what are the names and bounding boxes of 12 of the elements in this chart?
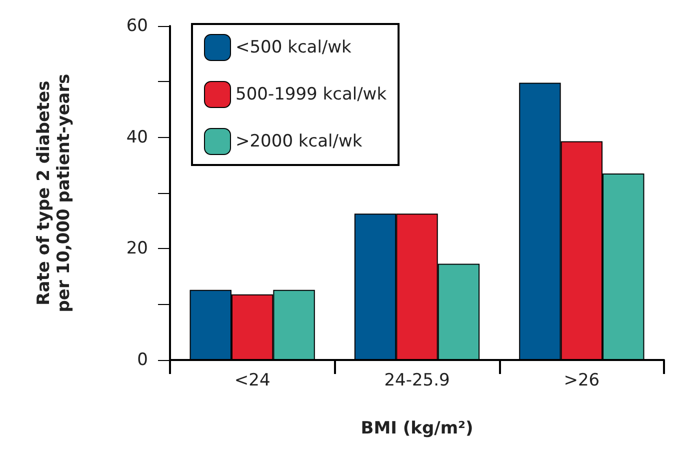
x-tick-label: >26 [564,370,600,390]
legend-label: >2000 kcal/wk [236,132,362,152]
legend-label: <500 kcal/wk [236,38,352,58]
x-axis-title: BMI (kg/m²) [360,418,474,438]
y-tick-label: 0 [137,350,148,370]
x-tick-label: <24 [234,370,270,390]
x-tick-label: 24-25.9 [384,370,450,390]
y-tick-label: 20 [126,238,148,259]
y-axis-title: Rate of type 2 diabetes per 10,000 patient-years [34,74,74,312]
legend-label: 500-1999 kcal/wk [236,84,387,104]
y-tick-label: 60 [126,16,148,36]
y-tick-label: 40 [126,127,148,148]
